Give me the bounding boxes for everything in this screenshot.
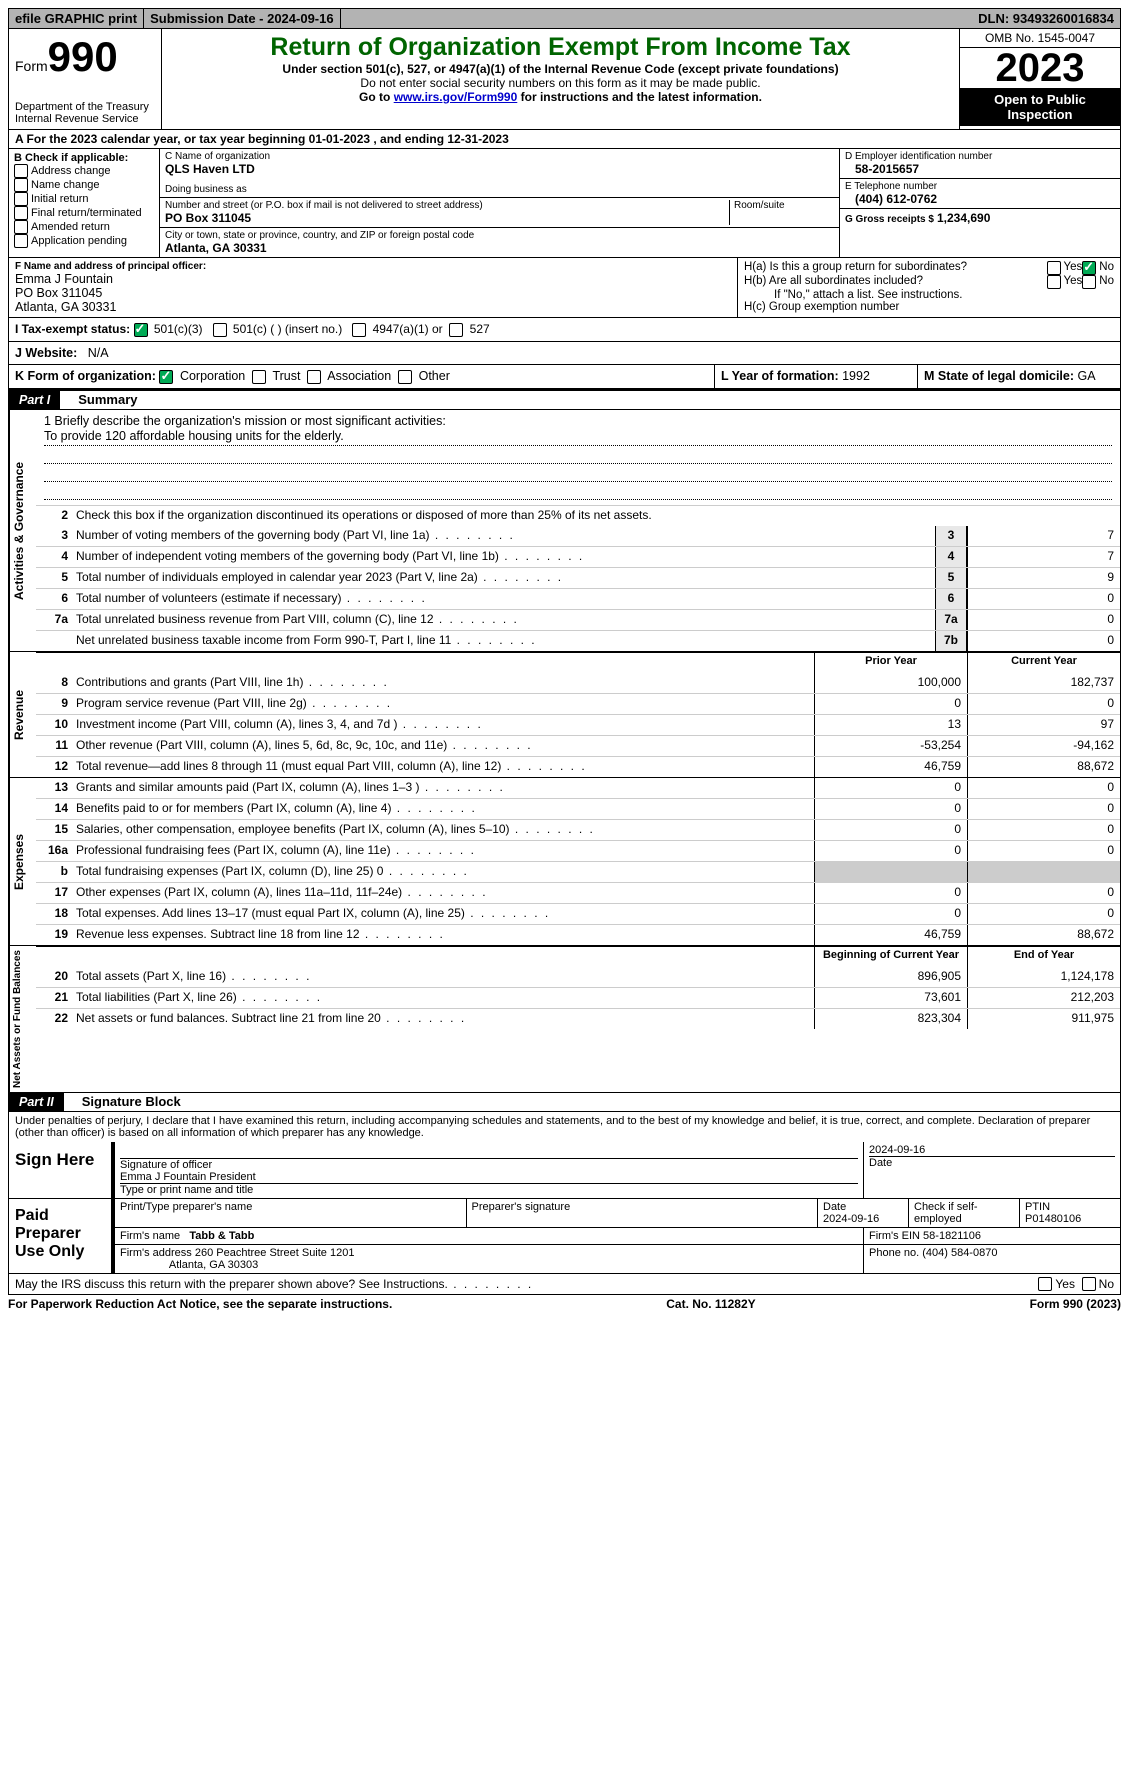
gross-receipts: 1,234,690: [937, 211, 990, 225]
section-revenue: Revenue: [9, 652, 36, 777]
sign-date: 2024-09-16: [869, 1144, 1115, 1157]
telephone: (404) 612-0762: [845, 192, 1115, 206]
sign-here-block: Sign Here Signature of officer Emma J Fo…: [8, 1142, 1121, 1199]
501c3-checkbox: [134, 323, 148, 337]
section-expenses: Expenses: [9, 778, 36, 945]
org-address: PO Box 311045: [165, 211, 729, 225]
section-net-assets: Net Assets or Fund Balances: [9, 946, 36, 1092]
officer-signature: Emma J Fountain President: [120, 1171, 858, 1183]
submission-date: Submission Date - 2024-09-16: [144, 9, 341, 28]
corp-checkbox: [159, 370, 173, 384]
row-a-tax-year: A For the 2023 calendar year, or tax yea…: [8, 130, 1121, 149]
top-bar: efile GRAPHIC print Submission Date - 20…: [8, 8, 1121, 29]
dln: DLN: 93493260016834: [972, 9, 1120, 28]
part1-header: Part ISummary: [8, 389, 1121, 410]
website: N/A: [88, 346, 109, 360]
part2-header: Part IISignature Block: [8, 1093, 1121, 1112]
form-title: Return of Organization Exempt From Incom…: [166, 33, 955, 62]
form-subtitle: Under section 501(c), 527, or 4947(a)(1)…: [166, 62, 955, 76]
firm-phone: (404) 584-0870: [922, 1247, 997, 1259]
form-number: 990: [48, 33, 118, 80]
group-return-no: [1082, 261, 1096, 275]
officer-name: Emma J Fountain: [15, 272, 731, 286]
org-name: QLS Haven LTD: [165, 162, 834, 176]
section-governance: Activities & Governance: [9, 410, 36, 651]
page-footer: For Paperwork Reduction Act Notice, see …: [8, 1295, 1121, 1311]
efile-label[interactable]: efile GRAPHIC print: [9, 9, 144, 28]
irs-link[interactable]: www.irs.gov/Form990: [394, 90, 518, 104]
year-formed: 1992: [842, 369, 870, 383]
mission-statement: To provide 120 affordable housing units …: [44, 429, 1112, 446]
officer-block: F Name and address of principal officer:…: [8, 258, 1121, 318]
org-city: Atlanta, GA 30331: [165, 241, 834, 255]
firm-name: Tabb & Tabb: [189, 1230, 254, 1242]
paid-preparer-block: Paid Preparer Use Only Print/Type prepar…: [8, 1199, 1121, 1274]
domicile-state: GA: [1078, 369, 1096, 383]
department: Department of the Treasury Internal Reve…: [15, 101, 155, 125]
perjury-statement: Under penalties of perjury, I declare th…: [8, 1112, 1121, 1142]
entity-block: B Check if applicable: Address change Na…: [8, 149, 1121, 258]
form-header: Form990 Department of the Treasury Inter…: [8, 29, 1121, 130]
ptin: P01480106: [1025, 1213, 1081, 1225]
open-public: Open to Public Inspection: [960, 88, 1120, 126]
ein: 58-2015657: [845, 162, 1115, 176]
firm-ein: 58-1821106: [923, 1230, 981, 1242]
tax-year: 2023: [960, 48, 1120, 88]
